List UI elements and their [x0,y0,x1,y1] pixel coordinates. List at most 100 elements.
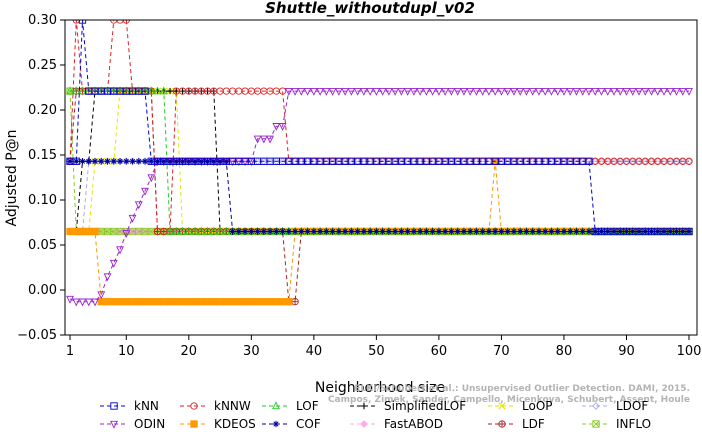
data-point [478,87,487,96]
data-point [228,298,237,306]
data-point [216,226,224,235]
data-point [435,228,443,235]
data-point [560,87,568,96]
data-point [672,87,681,96]
data-point [685,157,693,165]
y-tick-label: 0.00 [28,283,57,298]
data-point [398,228,405,235]
data-point [98,158,105,165]
data-point [241,298,249,306]
data-point [254,228,261,235]
data-point [78,227,87,236]
data-point [166,226,174,235]
legend-label: FastABOD [384,417,443,431]
data-point [510,228,518,235]
x-tick-label: 30 [243,344,260,359]
data-point [453,87,462,96]
data-point [159,86,168,95]
x-tick-label: 70 [493,344,510,359]
data-point [297,87,306,96]
data-point [673,228,680,235]
data-point [135,298,143,306]
data-point [210,298,218,306]
data-point [560,228,568,235]
data-point [622,87,631,96]
series-layer [66,20,693,307]
data-point [617,228,624,235]
x-tick-label: 80 [556,344,573,359]
axes-layer: 1 10 20 30 40 50 60 70 80 90 100 −0.05 0.00 0.05 0.10 0… [17,13,701,359]
data-point [459,87,468,96]
data-point [547,87,556,96]
data-point [323,228,330,235]
data-point [122,298,130,306]
data-point [403,87,412,96]
data-point [334,87,343,96]
data-point [585,157,593,165]
data-point [110,158,117,165]
data-point [567,228,574,235]
data-point [366,228,374,235]
legend-item-cof: COF [262,417,321,431]
data-point [385,228,393,235]
series-line [69,90,689,303]
data-point [147,174,156,183]
data-point [303,87,312,96]
data-point [491,87,500,96]
data-point [179,158,186,165]
data-point [97,291,106,300]
data-point [197,226,206,235]
data-point [316,228,324,235]
data-point [141,187,149,196]
data-point [104,158,111,165]
data-point [660,87,668,96]
data-point [128,298,137,306]
data-point [522,87,531,96]
legend-label: LDOF [616,399,648,413]
y-tick-label: 0.30 [28,13,57,28]
data-point [448,228,455,235]
series-cof [66,158,693,235]
data-point [259,135,268,144]
series-line [69,90,689,303]
data-point [135,158,142,165]
data-point [298,228,305,235]
data-point [110,298,118,306]
data-point [197,298,205,306]
data-point [535,228,543,235]
legend-item-kdeos: KDEOS [180,417,256,431]
data-point [603,87,612,96]
data-point [178,298,187,306]
data-point [447,87,456,96]
data-point [573,228,580,235]
legend-label: ODIN [134,417,165,431]
data-point [185,158,192,165]
data-point [529,228,536,235]
legend: kNN kNNW LOF SimplifiedLOF LoOP LDOF ODIN KDEOS… [100,399,651,431]
data-point [491,228,499,235]
data-point [423,228,430,235]
data-point [123,158,130,165]
data-point [635,87,643,96]
y-tick-label: 0.10 [28,193,57,208]
data-point [441,228,449,235]
data-point [635,228,643,235]
data-point [642,228,649,235]
data-point [679,228,686,235]
x-tick-label: 100 [677,344,702,359]
data-point [378,87,387,96]
chart-title: Shuttle_withoutdupl_v02 [265,0,475,17]
series-line [70,20,689,232]
x-axis-label: Neighborhood size [315,380,445,396]
data-point [184,226,193,235]
x-tick-label: 20 [181,344,198,359]
data-point [523,228,530,235]
data-point [592,228,599,235]
data-point [572,87,581,96]
data-point [278,123,287,131]
data-point [647,87,656,96]
data-point [348,228,355,235]
data-point [591,87,600,96]
legend-label: SimplifiedLOF [384,399,466,413]
data-point [229,228,236,235]
